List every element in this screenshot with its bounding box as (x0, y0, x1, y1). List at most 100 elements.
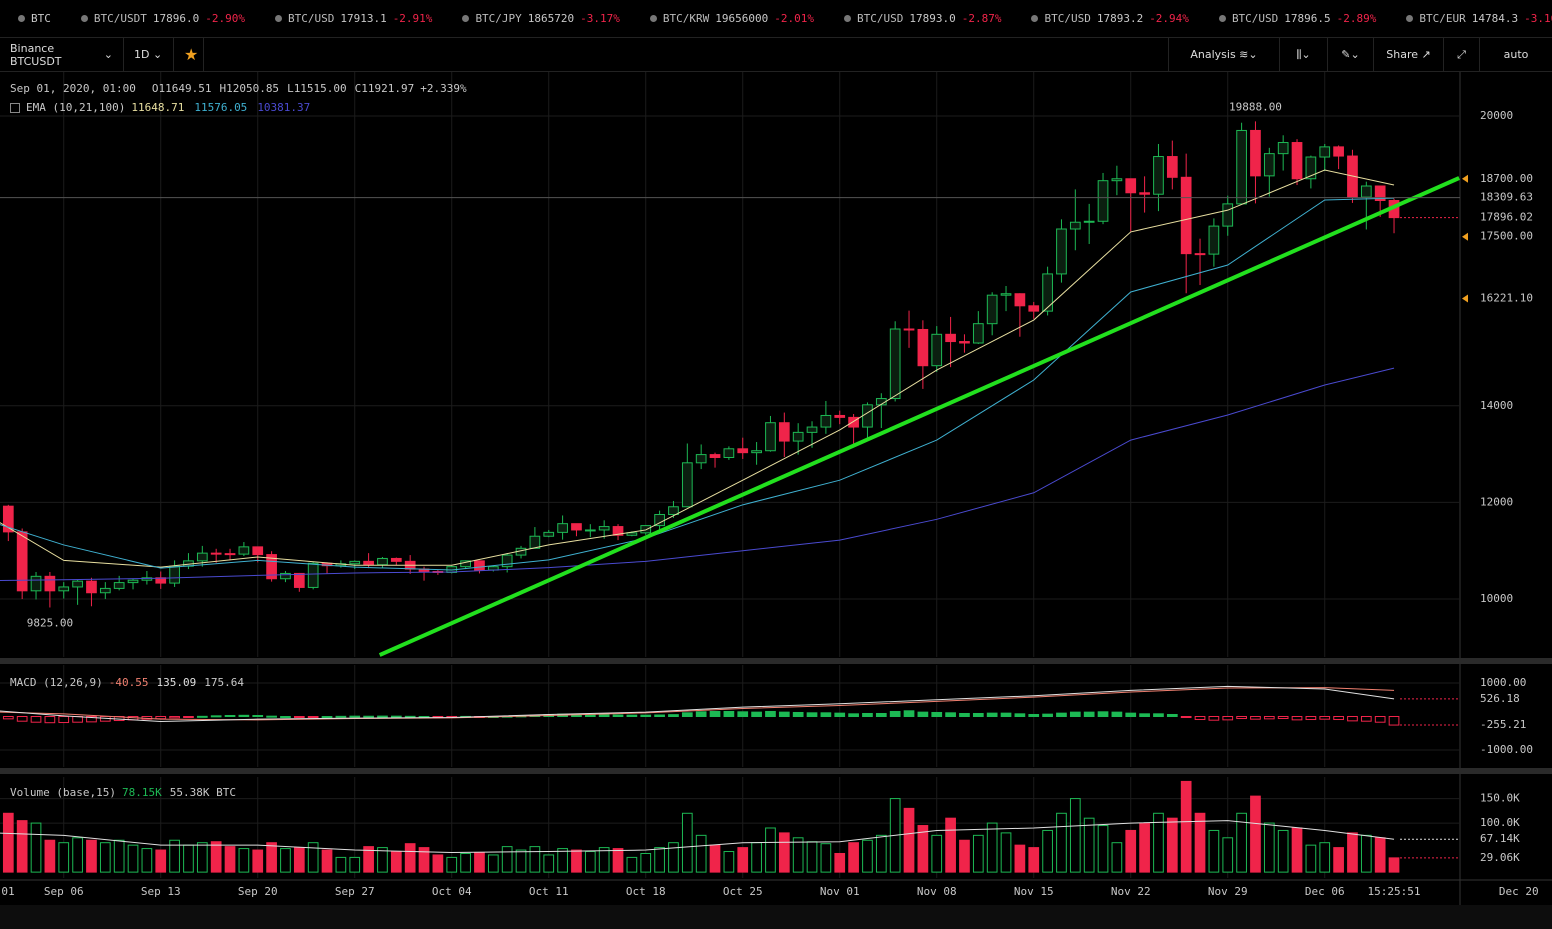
ticker-price: 17896.0 (152, 12, 200, 25)
volume-bar (1208, 829, 1220, 873)
x-tick-label: Nov 29 (1208, 885, 1248, 898)
price-marker-label: 16221.10 (1480, 292, 1533, 305)
candle-body (363, 560, 374, 566)
volume-bar (1083, 817, 1095, 873)
draw-button[interactable]: ✎⌄ (1328, 37, 1374, 72)
ema-value: 11576.05 (194, 101, 248, 114)
collapse-icon[interactable] (10, 103, 20, 113)
volume-legend: Volume (base,15) 78.15K 55.38K BTC (10, 786, 236, 799)
y-tick-label: 20000 (1480, 109, 1513, 122)
ticker-pair: BTC/USD (857, 12, 904, 25)
volume-bar (183, 844, 194, 873)
volume-bar (252, 849, 264, 873)
volume-bar (695, 834, 707, 873)
ema-line (0, 169, 1395, 568)
candle-body (806, 426, 818, 433)
candle-body (1291, 142, 1303, 180)
ticker-pair: BTC/USD (287, 12, 335, 25)
ticker-price: 17913.1 (340, 12, 387, 25)
ema-value: 11648.71 (131, 101, 185, 114)
ticker-pair: BTC/JPY (475, 12, 522, 25)
analysis-button[interactable]: Analysis ≋⌄ (1168, 37, 1280, 72)
volume-bar (1111, 842, 1123, 873)
candle-body (99, 587, 111, 594)
macd-bar (778, 711, 790, 718)
volume-bar (196, 842, 208, 873)
interval-select[interactable]: 1D ⌄ (124, 37, 174, 72)
macd-bar (1153, 713, 1164, 718)
candle-body (1139, 192, 1150, 195)
volume-bar (1222, 837, 1234, 873)
candle-body (1097, 180, 1109, 222)
volume-bar (709, 844, 721, 873)
macd-bar (737, 711, 749, 718)
volume-bar (931, 834, 943, 873)
volume-bar (127, 844, 139, 873)
candle-body (792, 431, 804, 442)
volume-value: 78.15K (121, 786, 162, 799)
volume-bar (986, 822, 998, 873)
macd-bar (612, 714, 624, 718)
macd-bar (654, 714, 665, 718)
volume-bar (571, 849, 582, 873)
hover-date: Sep 01, 2020, 01:00 (10, 82, 136, 95)
macd-bar (945, 712, 956, 718)
volume-bar (875, 834, 887, 873)
ticker-change: -2.01% (774, 12, 814, 25)
candle-body (377, 557, 388, 566)
ticker-icon (462, 15, 470, 22)
volume-values: 78.15K 55.38K BTC (122, 786, 236, 799)
ticker-pair: BTC/USD (1231, 12, 1279, 25)
scale-button[interactable]: auto (1480, 38, 1552, 72)
macd-bar (848, 713, 859, 718)
macd-bar (1097, 711, 1109, 718)
favorite-star[interactable]: ★ (174, 37, 204, 72)
y-tick-label: 14000 (1480, 399, 1513, 412)
x-tick-label: Oct 25 (723, 885, 763, 898)
ticker-price: 19656000 (715, 12, 769, 25)
y-tick-label: 100.0K (1480, 816, 1520, 829)
candle-body (598, 526, 610, 531)
ticker-item: BTC/KRW 19656000 -2.01% (632, 12, 826, 25)
macd-bar (959, 712, 970, 718)
macd-bar (1333, 716, 1344, 721)
x-tick-label: Oct 18 (626, 885, 666, 898)
candle-body (986, 294, 998, 325)
volume-bar (377, 847, 388, 873)
macd-bar (889, 710, 901, 718)
candle-body (751, 450, 762, 454)
candle-body (695, 454, 707, 464)
volume-bar (293, 847, 305, 873)
price-marker-label: 17896.02 (1480, 211, 1533, 224)
macd-legend: MACD (12,26,9) -40.55 135.09 175.64 (10, 676, 244, 689)
candle-body (1263, 153, 1275, 177)
macd-value: -40.55 (108, 676, 149, 689)
candle-body (1042, 273, 1053, 312)
macd-bar (709, 710, 721, 718)
candle-body (1111, 178, 1123, 182)
macd-bar (1360, 716, 1372, 722)
volume-bar (363, 846, 374, 873)
chart-type-button[interactable]: ⫼⌄ (1280, 37, 1328, 72)
macd-bar (765, 710, 776, 718)
volume-bar (307, 842, 319, 873)
macd-bar (321, 716, 333, 719)
symbol-select[interactable]: Binance BTCUSDT ⌄ (0, 37, 124, 72)
fullscreen-button[interactable]: ⤢ (1444, 37, 1480, 72)
macd-bar (86, 716, 97, 723)
candle-body (557, 523, 568, 533)
volume-bar (432, 854, 444, 873)
volume-bar (1014, 844, 1026, 873)
x-tick-label: Dec 20 (1499, 885, 1539, 898)
macd-line (0, 685, 1395, 723)
macd-bar (1208, 716, 1220, 721)
candle-body (390, 557, 402, 562)
volume-bar (1250, 795, 1261, 873)
extreme-label: 9825.00 (27, 616, 73, 629)
candle-body (1028, 305, 1040, 312)
volume-bar (626, 856, 638, 873)
volume-bar (99, 842, 111, 873)
share-button[interactable]: Share ↗ (1374, 37, 1444, 72)
candle-body (210, 552, 222, 555)
x-tick-label: Sep 27 (335, 885, 375, 898)
